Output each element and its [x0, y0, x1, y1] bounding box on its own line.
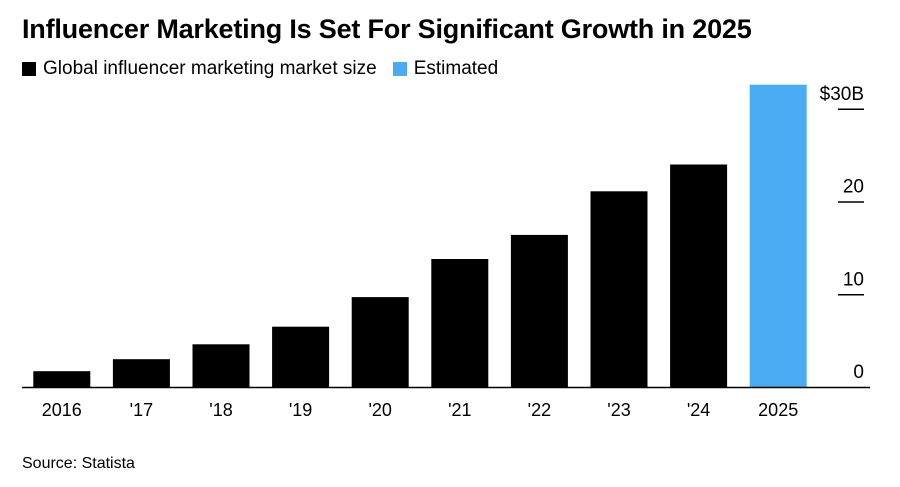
x-tick-label-8: '24 — [687, 400, 710, 420]
x-tick-label-2: '18 — [209, 400, 232, 420]
x-tick-label-7: '23 — [607, 400, 630, 420]
legend-label-estimated: Estimated — [413, 58, 499, 79]
bar-1 — [112, 359, 170, 387]
legend-swatch-estimated — [392, 62, 407, 76]
bar-8 — [670, 164, 728, 387]
bar-3 — [272, 326, 330, 387]
x-tick-label-1: '17 — [130, 400, 153, 420]
y-tick-label-2: 20 — [843, 177, 864, 198]
source-note: Source: Statista — [22, 455, 135, 472]
bar-9 — [749, 84, 807, 387]
legend-item-estimated: Estimated — [392, 58, 499, 80]
bar-6 — [510, 234, 568, 387]
y-tick-label-1: 10 — [843, 269, 864, 290]
chart-title: Influencer Marketing Is Set For Signific… — [22, 14, 752, 44]
y-tick-label-3: $30B — [820, 84, 864, 105]
legend-label-actual: Global influencer marketing market size — [43, 58, 377, 79]
x-tick-label-4: '20 — [368, 400, 391, 420]
x-tick-label-0: 2016 — [42, 400, 82, 420]
bar-chart: 2016 '17 '18 '19 '20 '21 '22 '23 '24 2025 0 10 20 $30… — [22, 84, 870, 420]
bar-4 — [351, 297, 409, 387]
bar-7 — [590, 191, 648, 387]
x-tick-label-9: 2025 — [758, 400, 798, 420]
legend-item-actual: Global influencer marketing market size — [22, 58, 377, 80]
bar-5 — [431, 259, 489, 387]
x-tick-label-3: '19 — [289, 400, 312, 420]
y-tick-label-0: 0 — [853, 362, 864, 383]
bar-2 — [192, 344, 250, 387]
legend-swatch-actual — [22, 62, 36, 76]
bar-0 — [33, 371, 91, 387]
legend: Global influencer marketing market size … — [22, 58, 514, 80]
x-tick-label-5: '21 — [448, 400, 471, 420]
x-tick-label-6: '22 — [528, 400, 551, 420]
